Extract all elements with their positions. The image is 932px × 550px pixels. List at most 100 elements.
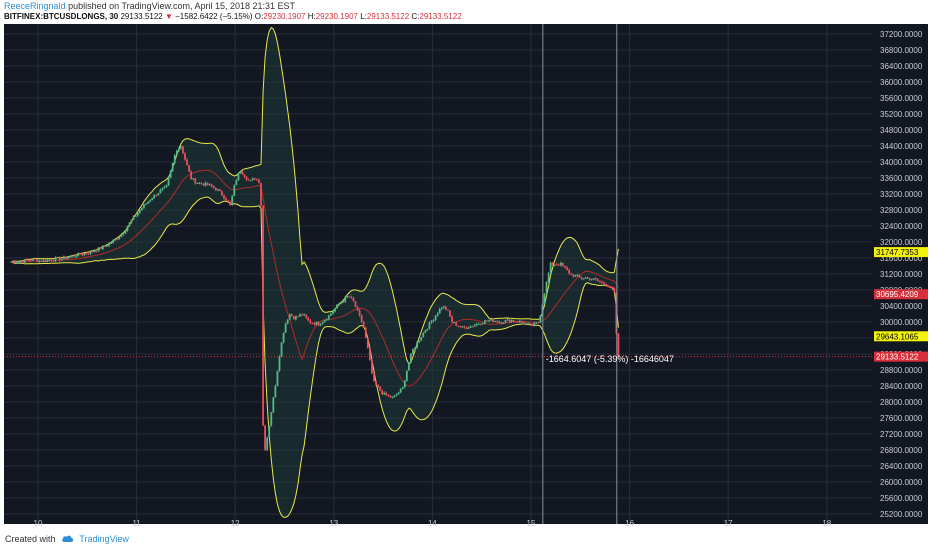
price-label-value: 29133.5122 — [876, 353, 919, 362]
candle-body — [317, 322, 320, 326]
candle-body — [500, 321, 503, 324]
price-tick-label: 36000.0000 — [880, 78, 923, 87]
candle-body — [444, 306, 447, 310]
price-axis-background — [872, 24, 928, 524]
candle-body — [465, 327, 468, 329]
candle-body — [467, 327, 470, 329]
candle-body — [469, 326, 472, 328]
candle-body — [124, 230, 127, 234]
candle-body — [459, 326, 462, 328]
tradingview-brand[interactable]: TradingView — [79, 534, 129, 544]
price-tick-label: 31600.0000 — [880, 254, 923, 263]
candle-body — [403, 380, 406, 388]
candle-body — [260, 182, 262, 207]
candle-body — [399, 388, 402, 393]
price-tick-label: 32400.0000 — [880, 222, 923, 231]
candle-body — [36, 259, 38, 262]
time-tick-label: 14 — [428, 519, 437, 528]
change-value: −1582.6422 (−5.15%) — [175, 12, 253, 21]
candle-body — [268, 425, 271, 438]
candle-body — [455, 322, 458, 326]
candle-body — [274, 385, 277, 398]
candle-body — [321, 322, 324, 325]
candle-body — [237, 173, 240, 181]
candle-body — [412, 348, 414, 354]
candle-body — [54, 257, 57, 261]
price-tick-label: 26400.0000 — [880, 462, 923, 471]
candle-body — [173, 155, 176, 164]
candle-body — [214, 187, 217, 191]
candle-body — [157, 193, 160, 196]
price-tick-label: 26800.0000 — [880, 446, 923, 455]
candle-body — [114, 238, 117, 241]
candle-body — [420, 337, 423, 341]
candle-body — [130, 219, 133, 223]
candle-body — [373, 373, 375, 382]
price-tick-label: 35200.0000 — [880, 110, 923, 119]
candle-body — [342, 301, 345, 303]
candle-body — [219, 189, 221, 192]
candle-body — [486, 320, 488, 322]
candle-body — [186, 159, 188, 166]
candle-body — [506, 319, 509, 321]
candle-body — [331, 311, 334, 314]
candle-body — [562, 262, 564, 266]
candle-body — [447, 309, 449, 311]
high-label: H: — [307, 12, 316, 21]
candle-body — [371, 360, 373, 374]
candle-body — [551, 262, 554, 265]
candle-body — [471, 326, 474, 328]
chart-header: ReeceRingnald published on TradingView.c… — [4, 0, 904, 24]
candle-body — [566, 267, 568, 270]
candle-body — [132, 215, 135, 220]
symbol-label[interactable]: BITFINEX:BTCUSDLONGS, 30 — [4, 12, 119, 21]
candle-body — [477, 323, 480, 325]
candle-body — [473, 325, 476, 327]
price-label-value: 29643.1065 — [876, 332, 919, 341]
candle-body — [251, 178, 254, 181]
candle-body — [227, 200, 230, 202]
candle-body — [436, 313, 439, 316]
candle-body — [169, 170, 172, 179]
chart-overlays: -1664.6047 (-5.39%) -16646047 — [4, 24, 872, 524]
candle-body — [290, 314, 293, 317]
candle-body — [414, 347, 416, 349]
candle-body — [613, 288, 616, 293]
last-price: 29133.5122 — [120, 12, 163, 21]
candle-body — [286, 319, 289, 324]
candle-body — [42, 260, 45, 262]
candle-body — [529, 323, 531, 325]
candle-body — [89, 251, 92, 254]
candle-body — [605, 284, 608, 286]
candle-body — [592, 278, 595, 280]
candle-body — [555, 264, 558, 266]
candle-body — [122, 233, 125, 235]
candle-body — [50, 259, 53, 261]
time-tick-label: 10 — [34, 519, 43, 528]
candle-body — [535, 322, 538, 324]
candle-body — [442, 306, 445, 308]
price-tick-label: 28400.0000 — [880, 382, 923, 391]
candle-body — [315, 322, 318, 325]
price-tick-label: 34000.0000 — [880, 158, 923, 167]
candle-body — [364, 327, 367, 338]
candle-body — [56, 257, 59, 259]
candle-body — [87, 253, 90, 255]
candle-body — [106, 245, 108, 247]
candle-body — [153, 194, 156, 199]
candle-body — [264, 425, 267, 450]
candle-body — [280, 342, 283, 357]
candle-body — [336, 304, 338, 309]
candle-body — [490, 318, 492, 321]
candle-body — [327, 315, 330, 320]
candle-body — [531, 324, 534, 326]
author-username[interactable]: ReeceRingnald — [4, 1, 66, 11]
candle-body — [537, 322, 540, 324]
candle-body — [430, 321, 433, 323]
candle-body — [136, 212, 139, 216]
candle-body — [81, 254, 84, 256]
candle-body — [463, 326, 466, 328]
candle-body — [58, 257, 61, 261]
candle-body — [40, 260, 43, 262]
